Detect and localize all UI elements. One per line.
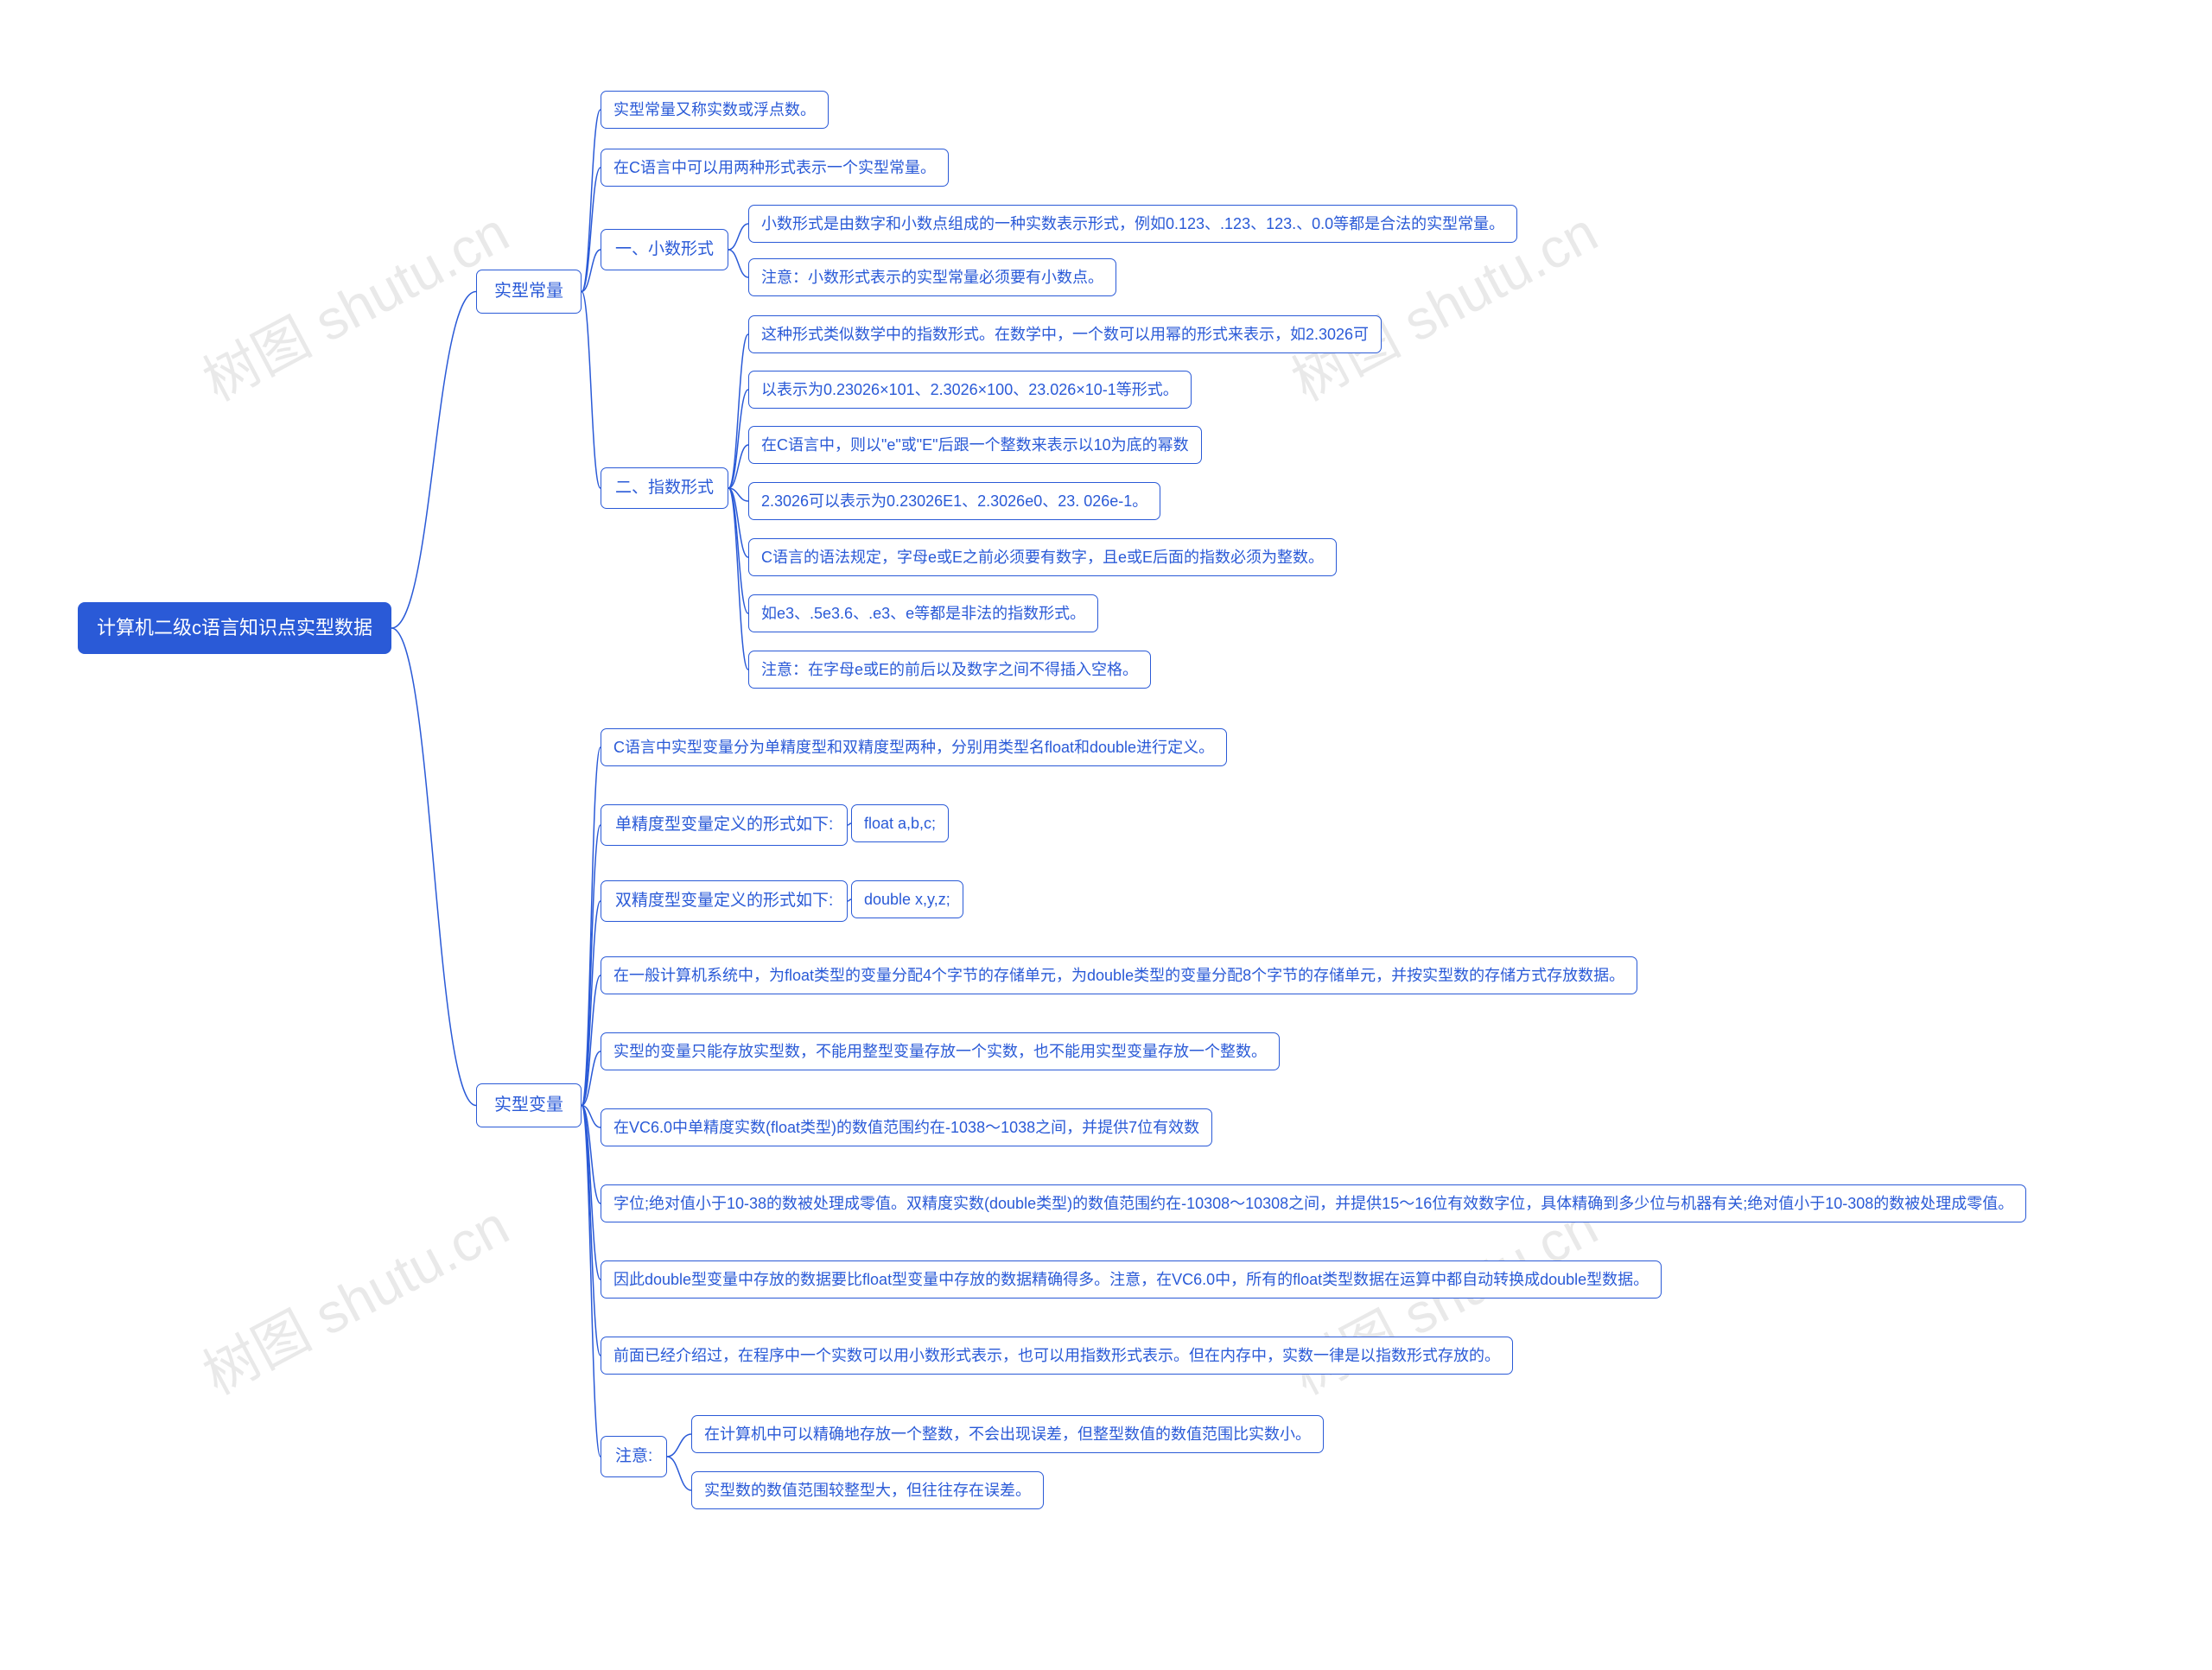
node-c4b: 以表示为0.23026×101、2.3026×100、23.026×10-1等形…	[748, 371, 1192, 409]
branch-b1: 实型常量	[476, 270, 582, 314]
watermark: 树图 shutu.cn	[188, 1183, 521, 1410]
node-c3b: 注意：小数形式表示的实型常量必须要有小数点。	[748, 258, 1116, 296]
root-node: 计算机二级c语言知识点实型数据	[78, 602, 391, 654]
node-c4c: 在C语言中，则以"e"或"E"后跟一个整数来表示以10为底的幂数	[748, 426, 1202, 464]
node-d10a: 在计算机中可以精确地存放一个整数，不会出现误差，但整型数值的数值范围比实数小。	[691, 1415, 1324, 1453]
node-d1: C语言中实型变量分为单精度型和双精度型两种，分别用类型名float和double…	[601, 728, 1227, 766]
node-c1: 实型常量又称实数或浮点数。	[601, 91, 829, 129]
node-d2: 单精度型变量定义的形式如下:	[601, 804, 848, 846]
node-c4g: 注意：在字母e或E的前后以及数字之间不得插入空格。	[748, 651, 1151, 689]
node-d10: 注意:	[601, 1436, 667, 1477]
node-d6: 在VC6.0中单精度实数(float类型)的数值范围约在-1038～1038之间…	[601, 1108, 1212, 1146]
node-c3: 一、小数形式	[601, 229, 728, 270]
node-d9: 前面已经介绍过，在程序中一个实数可以用小数形式表示，也可以用指数形式表示。但在内…	[601, 1337, 1513, 1375]
node-d5: 实型的变量只能存放实型数，不能用整型变量存放一个实数，也不能用实型变量存放一个整…	[601, 1032, 1280, 1070]
node-d8: 因此double型变量中存放的数据要比float型变量中存放的数据精确得多。注意…	[601, 1260, 1662, 1299]
node-d4: 在一般计算机系统中，为float类型的变量分配4个字节的存储单元，为double…	[601, 956, 1637, 994]
watermark: 树图 shutu.cn	[188, 189, 521, 416]
node-c4f: 如e3、.5e3.6、.e3、e等都是非法的指数形式。	[748, 594, 1098, 632]
node-d2a: float a,b,c;	[851, 804, 949, 842]
node-c2: 在C语言中可以用两种形式表示一个实型常量。	[601, 149, 949, 187]
node-d10b: 实型数的数值范围较整型大，但往往存在误差。	[691, 1471, 1044, 1509]
node-c4: 二、指数形式	[601, 467, 728, 509]
node-c3a: 小数形式是由数字和小数点组成的一种实数表示形式，例如0.123、.123、123…	[748, 205, 1517, 243]
node-d7: 字位;绝对值小于10-38的数被处理成零值。双精度实数(double类型)的数值…	[601, 1184, 2026, 1222]
node-d3: 双精度型变量定义的形式如下:	[601, 880, 848, 922]
mindmap-diagram: 树图 shutu.cn树图 shutu.cn树图 shutu.cn树图 shut…	[0, 0, 2212, 1670]
node-c4e: C语言的语法规定，字母e或E之前必须要有数字，且e或E后面的指数必须为整数。	[748, 538, 1337, 576]
node-d3a: double x,y,z;	[851, 880, 963, 918]
branch-b2: 实型变量	[476, 1083, 582, 1127]
node-c4d: 2.3026可以表示为0.23026E1、2.3026e0、23. 026e-1…	[748, 482, 1160, 520]
node-c4a: 这种形式类似数学中的指数形式。在数学中，一个数可以用幂的形式来表示，如2.302…	[748, 315, 1382, 353]
